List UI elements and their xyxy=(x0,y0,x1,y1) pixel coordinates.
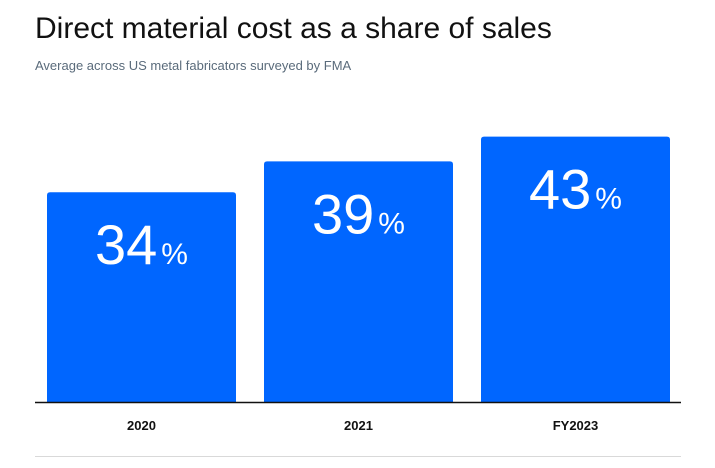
bar-2020 xyxy=(47,192,236,402)
bar-fy2023 xyxy=(481,136,670,402)
x-tick-label: 2021 xyxy=(344,418,373,433)
chart-subtitle: Average across US metal fabricators surv… xyxy=(35,58,352,73)
bar-value-label: 43% xyxy=(529,158,622,221)
chart-title: Direct material cost as a share of sales xyxy=(35,12,552,45)
bars-group xyxy=(47,136,670,402)
value-labels-group: 34 % 39 % 43% xyxy=(95,158,622,277)
x-tick-label: FY2023 xyxy=(553,418,599,433)
bar-value-label: 34% xyxy=(95,213,188,276)
x-tick-labels-group: 2020 2021 FY2023 xyxy=(127,418,598,433)
bar-value-label: 39% xyxy=(312,182,405,245)
x-tick-label: 2020 xyxy=(127,418,156,433)
bar-2021 xyxy=(264,161,453,402)
